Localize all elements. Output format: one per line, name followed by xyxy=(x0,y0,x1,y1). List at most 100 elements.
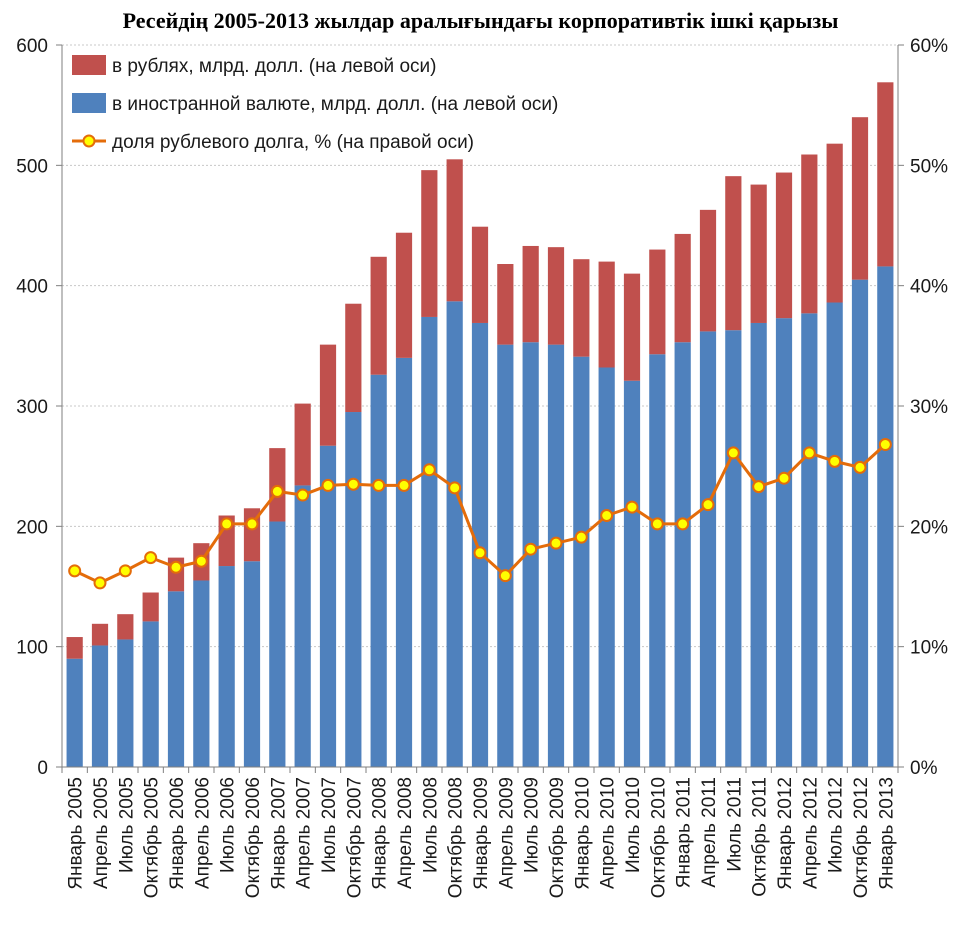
bar-rubles xyxy=(395,232,413,358)
bar-foreign-currency xyxy=(167,591,185,767)
legend: в рублях, млрд. долл. (на левой оси) в ин… xyxy=(72,55,558,153)
bar-rubles xyxy=(497,264,514,345)
bar-foreign-currency xyxy=(877,266,894,767)
x-tick-label: Январь 2011 xyxy=(674,777,695,888)
y-right-tick-label: 50% xyxy=(910,156,948,177)
bar-foreign-currency xyxy=(66,658,83,767)
y-right-tick-label: 10% xyxy=(910,638,948,659)
line-point xyxy=(118,564,132,578)
bar-rubles xyxy=(91,623,109,646)
line-point xyxy=(853,460,867,474)
x-tick-label: Октябрь 2012 xyxy=(851,777,872,898)
bar-foreign-currency xyxy=(471,322,489,767)
line-point xyxy=(93,576,107,590)
x-tick-label: Октябрь 2008 xyxy=(446,777,467,898)
x-tick-label: Июль 2012 xyxy=(826,777,847,873)
line-point xyxy=(498,569,512,583)
line-point xyxy=(802,446,816,460)
x-tick-label: Апрель 2007 xyxy=(294,777,315,889)
bar-rubles xyxy=(117,614,134,640)
line-point xyxy=(600,509,614,523)
x-tick-label: Июль 2010 xyxy=(623,777,644,873)
bar-foreign-currency xyxy=(294,485,311,767)
x-tick-label: Январь 2007 xyxy=(268,777,289,890)
y-right-tick-label: 0% xyxy=(910,758,938,779)
bar-rubles xyxy=(775,172,793,319)
x-tick-label: Январь 2012 xyxy=(775,777,796,890)
bar-rubles xyxy=(319,344,337,446)
line-point xyxy=(524,542,538,556)
y-right-tick-label: 60% xyxy=(910,36,948,57)
x-tick-label: Октябрь 2006 xyxy=(243,777,264,898)
bar-foreign-currency xyxy=(243,561,261,767)
line-point xyxy=(169,560,183,574)
legend-swatch-rubles xyxy=(72,55,106,75)
bar-foreign-currency xyxy=(193,580,210,767)
bar-foreign-currency xyxy=(91,645,109,767)
legend-marker-line xyxy=(82,134,96,148)
bar-rubles xyxy=(598,261,615,368)
bar-foreign-currency xyxy=(547,344,565,767)
bar-foreign-currency xyxy=(218,566,235,767)
y-left-tick-label: 300 xyxy=(16,397,48,418)
x-tick-label: Июль 2009 xyxy=(522,777,543,873)
legend-label-rubles: в рублях, млрд. долл. (на левой оси) xyxy=(112,56,436,77)
bar-rubles xyxy=(471,226,489,323)
bar-rubles xyxy=(699,209,717,332)
legend-label-line: доля рублевого долга, % (на правой оси) xyxy=(112,132,474,153)
x-tick-label: Апрель 2009 xyxy=(496,777,517,889)
bar-rubles xyxy=(851,117,869,280)
bar-rubles xyxy=(142,592,159,622)
bar-foreign-currency xyxy=(699,331,717,767)
bar-foreign-currency xyxy=(345,412,362,767)
x-tick-label: Апрель 2012 xyxy=(800,777,821,889)
line-point xyxy=(650,517,664,531)
x-tick-label: Апрель 2006 xyxy=(192,777,213,889)
x-tick-label: Январь 2008 xyxy=(370,777,391,890)
bar-rubles xyxy=(269,448,286,522)
x-tick-label: Октябрь 2009 xyxy=(547,777,568,898)
bar-rubles xyxy=(725,176,742,331)
bar-foreign-currency xyxy=(851,279,869,767)
line-point xyxy=(220,517,234,531)
x-tick-label: Январь 2009 xyxy=(471,777,492,890)
line-point xyxy=(296,488,310,502)
bar-foreign-currency xyxy=(649,354,666,767)
x-tick-label: Апрель 2008 xyxy=(395,777,416,889)
x-tick-label: Июль 2008 xyxy=(420,777,441,873)
bar-rubles xyxy=(345,303,362,413)
bar-foreign-currency xyxy=(623,380,641,767)
x-tick-label: Октябрь 2005 xyxy=(142,777,163,898)
line-point xyxy=(828,454,842,468)
bar-foreign-currency xyxy=(573,356,590,767)
line-point xyxy=(625,500,639,514)
y-left-tick-label: 400 xyxy=(16,277,48,298)
line-point xyxy=(448,481,462,495)
line-point xyxy=(701,498,715,512)
line-point xyxy=(270,484,284,498)
bar-foreign-currency xyxy=(775,318,793,767)
bar-foreign-currency xyxy=(598,367,615,767)
x-tick-label: Январь 2013 xyxy=(876,777,897,890)
x-tick-label: Июль 2011 xyxy=(724,777,745,872)
x-tick-label: Июль 2005 xyxy=(116,777,137,873)
line-point xyxy=(549,536,563,550)
bar-rubles xyxy=(370,256,387,375)
bar-foreign-currency xyxy=(674,342,691,767)
line-series xyxy=(68,438,892,590)
line-point xyxy=(194,554,208,568)
axes: 0 100 200 300 400 500 600 0% 10% 20% 30% 40% 50% 60% Я… xyxy=(16,36,948,898)
y-left-tick-label: 600 xyxy=(16,36,48,57)
x-tick-label: Апрель 2005 xyxy=(91,777,112,889)
x-tick-label: Апрель 2010 xyxy=(598,777,619,889)
bar-foreign-currency xyxy=(446,301,463,767)
legend-label-foreign: в иностранной валюте, млрд. долл. (на ле… xyxy=(112,94,558,115)
bar-foreign-currency xyxy=(497,344,514,767)
bar-series xyxy=(66,82,894,767)
bar-rubles xyxy=(826,143,843,303)
bar-foreign-currency xyxy=(421,316,438,767)
bar-rubles xyxy=(674,233,691,343)
bar-rubles xyxy=(547,247,565,345)
line-point xyxy=(473,546,487,560)
